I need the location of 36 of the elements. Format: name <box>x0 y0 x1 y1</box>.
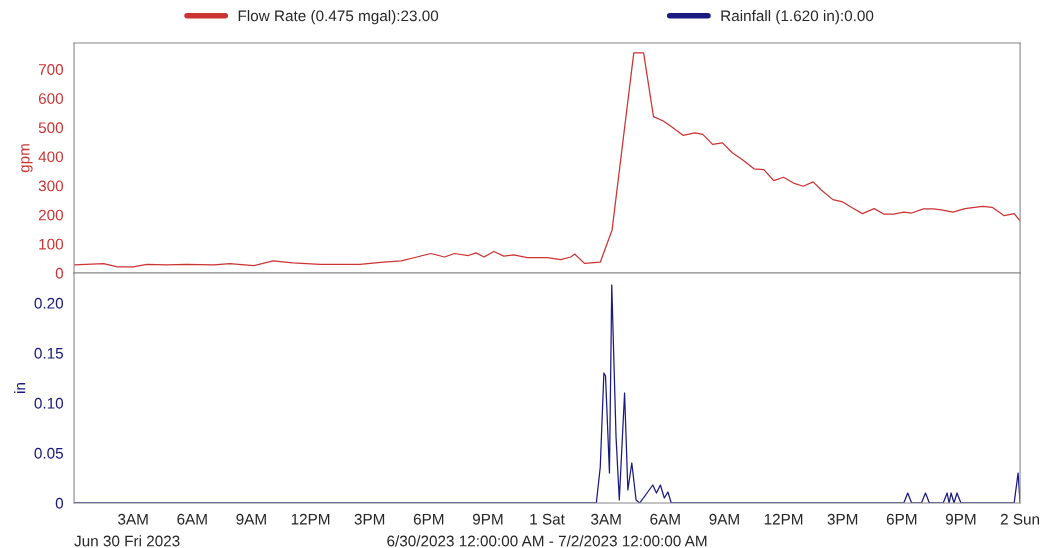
y-tick-label: 0.05 <box>34 447 63 459</box>
y-tick-label: 0 <box>55 497 64 509</box>
y-tick-label: 100 <box>39 238 64 250</box>
x-tick-label: 3AM <box>591 513 621 525</box>
y-tick-label: 600 <box>38 93 64 104</box>
y-tick-label: 0 <box>55 267 64 279</box>
y-axis-title: in <box>14 383 26 393</box>
y-tick-label: 0.20 <box>34 297 64 309</box>
y-tick-label: 200 <box>38 209 64 221</box>
x-tick-label: 3PM <box>354 513 385 525</box>
text: Jun 30 Fri 2023 <box>74 535 180 547</box>
x-tick-label: 2 Sun <box>1000 513 1040 525</box>
y-tick-label: 500 <box>38 122 64 134</box>
line-series <box>74 52 1021 268</box>
y-axis-title: gpm <box>21 144 33 173</box>
x-tick-label: 12PM <box>764 513 803 525</box>
y-tick-label: 700 <box>38 64 64 75</box>
x-tick-label: 6AM <box>177 513 207 525</box>
x-tick-label: 1 Sat <box>530 513 565 525</box>
y-tick-label: 400 <box>38 151 64 163</box>
y-tick-label: 0.10 <box>34 397 64 409</box>
x-tick-label: 3PM <box>827 513 858 525</box>
x-tick-label: 9AM <box>709 513 739 525</box>
x-tick-label: 6AM <box>650 513 680 525</box>
x-tick-label: 9PM <box>945 513 976 525</box>
y-tick-label: 0.15 <box>34 347 63 359</box>
legend-label: Rainfall (1.620 in):0.00 <box>721 10 874 25</box>
y-tick-label: 300 <box>38 180 64 192</box>
x-tick-label: 6PM <box>886 513 917 525</box>
x-tick-label: 9PM <box>472 513 503 525</box>
text: 6/30/2023 12:00:00 AM - 7/2/2023 12:00:00 AM <box>387 535 707 547</box>
x-tick-label: 6PM <box>413 513 444 525</box>
legend-label: Flow Rate (0.475 mgal):23.00 <box>238 10 439 25</box>
x-tick-label: 9AM <box>236 513 266 525</box>
x-tick-label: 12PM <box>291 513 330 525</box>
x-tick-label: 3AM <box>118 513 148 525</box>
